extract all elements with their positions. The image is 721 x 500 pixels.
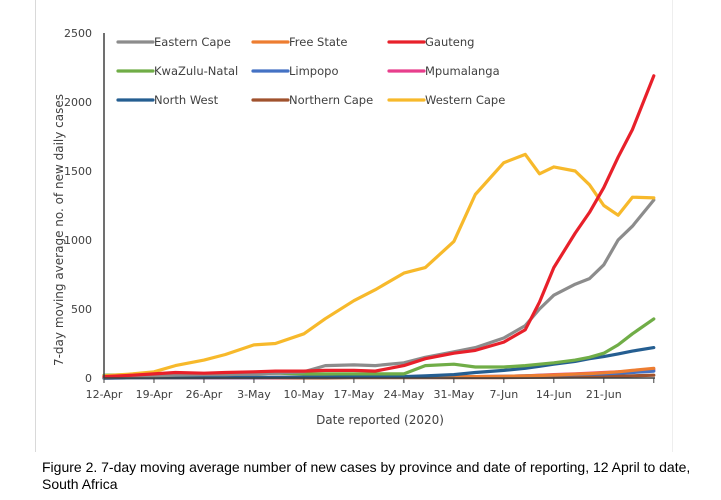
legend-label: Northern Cape bbox=[289, 93, 373, 107]
x-tick-label: 31-May bbox=[434, 388, 475, 401]
x-tick-label: 14-Jun bbox=[536, 388, 572, 401]
y-tick-label: 0 bbox=[85, 372, 92, 385]
x-tick-label: 17-May bbox=[334, 388, 375, 401]
line-chart: 0 500 1000 1500 2000 2500 12-Apr 19-Apr 26-Apr 3… bbox=[35, 0, 673, 452]
x-tick-label: 19-Apr bbox=[136, 388, 173, 401]
legend-label: Mpumalanga bbox=[425, 64, 500, 78]
legend-label: Western Cape bbox=[425, 93, 505, 107]
legend-item-gauteng: Gauteng bbox=[387, 35, 474, 49]
y-tick-label: 2000 bbox=[64, 96, 92, 109]
series-lines bbox=[102, 74, 656, 380]
x-tick-label: 3-May bbox=[237, 388, 271, 401]
legend-item-limpopo: Limpopo bbox=[251, 64, 338, 78]
y-axis-title: 7-day moving average no. of new daily ca… bbox=[52, 94, 66, 366]
legend-item-northern-cape: Northern Cape bbox=[251, 93, 373, 107]
x-tick-label: 24-May bbox=[384, 388, 425, 401]
legend-label: Free State bbox=[289, 35, 348, 49]
figure-caption: Figure 2. 7-day moving average number of… bbox=[42, 459, 691, 492]
y-axis-ticks: 0 500 1000 1500 2000 2500 bbox=[64, 27, 92, 385]
x-tick-label: 10-May bbox=[284, 388, 325, 401]
legend-label: KwaZulu-Natal bbox=[154, 64, 238, 78]
x-tick-label: 21-Jun bbox=[586, 388, 622, 401]
legend-item-western-cape: Western Cape bbox=[387, 93, 505, 107]
x-tick-label: 26-Apr bbox=[186, 388, 223, 401]
legend: Eastern Cape Free State Gauteng KwaZulu-Nat… bbox=[116, 35, 505, 107]
y-tick-label: 2500 bbox=[64, 27, 92, 40]
legend-label: Limpopo bbox=[289, 64, 338, 78]
legend-label: North West bbox=[154, 93, 219, 107]
x-axis-title: Date reported (2020) bbox=[316, 413, 444, 427]
x-tick-label: 7-Jun bbox=[489, 388, 518, 401]
x-tick-label: 12-Apr bbox=[86, 388, 123, 401]
x-axis-ticks: 12-Apr 19-Apr 26-Apr 3-May 10-May 17-May 24-Ma… bbox=[86, 378, 655, 401]
legend-item-north-west: North West bbox=[116, 93, 219, 107]
y-tick-label: 500 bbox=[71, 303, 92, 316]
y-tick-label: 1500 bbox=[64, 165, 92, 178]
legend-item-kwazulu-natal: KwaZulu-Natal bbox=[116, 64, 238, 78]
legend-label: Gauteng bbox=[425, 35, 474, 49]
legend-item-eastern-cape: Eastern Cape bbox=[116, 35, 231, 49]
series-line-gauteng bbox=[102, 74, 656, 379]
series-line-western-cape bbox=[102, 152, 656, 378]
legend-label: Eastern Cape bbox=[154, 35, 231, 49]
legend-item-mpumalanga: Mpumalanga bbox=[387, 64, 500, 78]
y-tick-label: 1000 bbox=[64, 234, 92, 247]
legend-item-free-state: Free State bbox=[251, 35, 348, 49]
